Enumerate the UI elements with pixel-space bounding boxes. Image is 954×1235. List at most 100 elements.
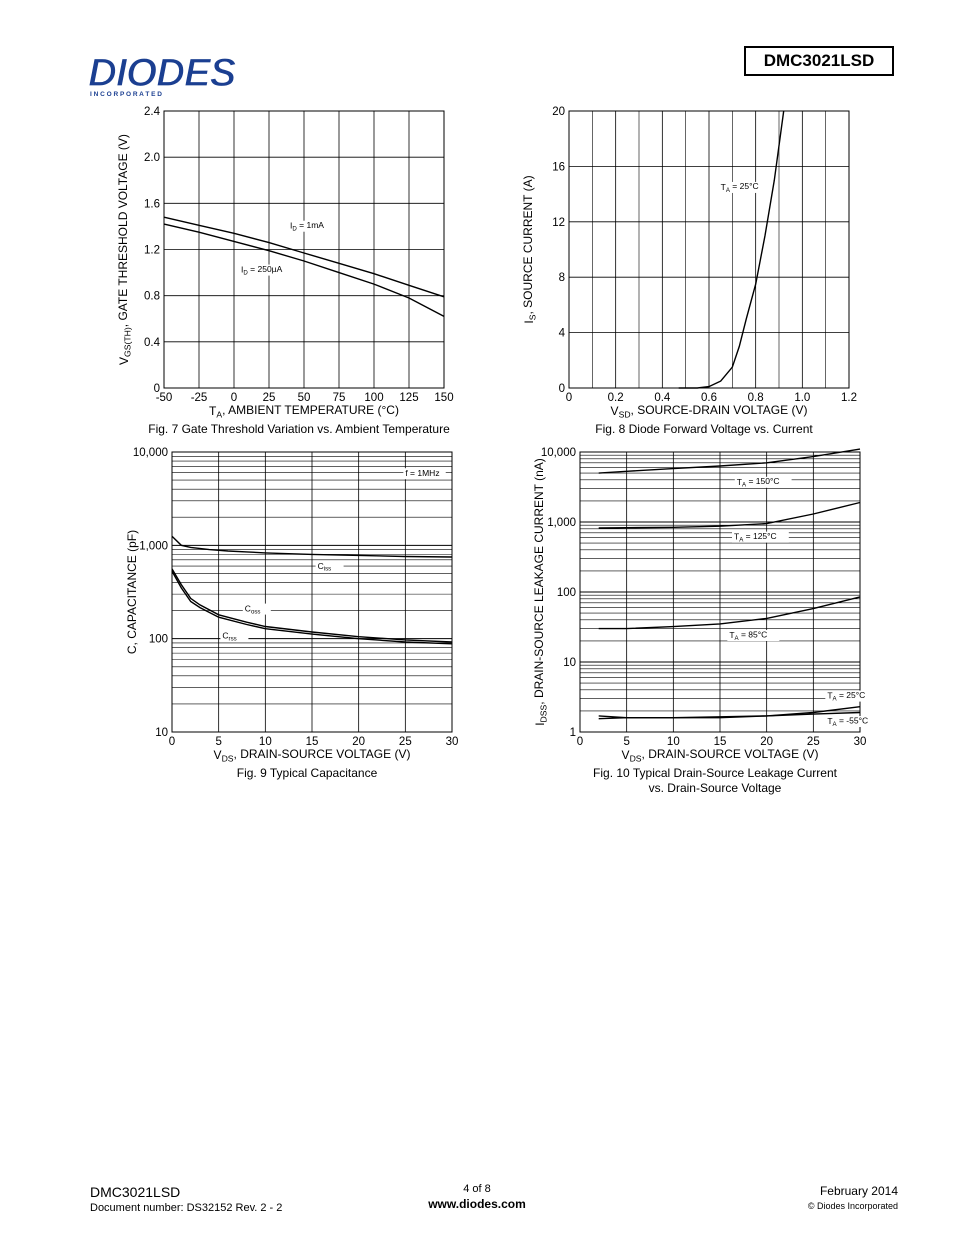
series-line — [678, 110, 785, 389]
series-line — [598, 501, 861, 529]
y-tick-label: 10 — [563, 657, 576, 669]
x-axis-label: TA, AMBIENT TEMPERATURE (°C) — [209, 403, 399, 420]
annotation-label: TA = -55°C — [827, 715, 868, 728]
part-number: DMC3021LSD — [763, 51, 875, 70]
y-tick-label: 12 — [552, 217, 565, 229]
annotation-background — [242, 603, 271, 615]
annotation-background — [825, 716, 883, 728]
x-tick-label: 1.2 — [841, 392, 857, 404]
x-tick-label: 0.2 — [608, 392, 624, 404]
y-tick-label: 0.8 — [144, 291, 160, 303]
x-tick-label: 1.0 — [794, 392, 810, 404]
annotation-label: TA = 150°C — [737, 476, 780, 489]
x-tick-label: 30 — [446, 736, 459, 748]
y-tick-label: 1 — [570, 727, 576, 739]
logo-wordmark: DIODES — [88, 52, 237, 95]
x-tick-label: 25 — [263, 392, 276, 404]
series-line — [163, 216, 445, 298]
y-tick-label: 16 — [552, 161, 565, 173]
x-tick-label: 25 — [807, 736, 820, 748]
footer-right: February 2014 © Diodes Incorporated — [808, 1184, 898, 1211]
y-tick-label: 20 — [552, 106, 565, 118]
series-line — [598, 706, 861, 719]
diodes-logo: DIODES I N C O R P O R A T E D — [88, 52, 238, 98]
x-tick-label: 15 — [714, 736, 727, 748]
annotation-label: f = 1MHz — [405, 468, 439, 478]
x-tick-label: 5 — [215, 736, 221, 748]
x-tick-label: -50 — [156, 392, 173, 404]
y-tick-label: 1.6 — [144, 198, 160, 210]
x-axis-label: VSD, SOURCE-DRAIN VOLTAGE (V) — [611, 403, 808, 420]
x-tick-label: 125 — [399, 392, 418, 404]
figure-caption: Fig. 10 Typical Drain-Source Leakage Cur… — [593, 766, 838, 780]
annotation-background — [727, 630, 780, 642]
annotation-background — [718, 181, 771, 193]
x-tick-label: 0.8 — [748, 392, 764, 404]
x-tick-label: 100 — [364, 392, 383, 404]
series-line — [598, 448, 861, 474]
series-line — [598, 711, 861, 720]
x-tick-label: 20 — [760, 736, 773, 748]
footer-part-number: DMC3021LSD — [90, 1184, 181, 1200]
x-tick-label: 15 — [306, 736, 319, 748]
y-tick-label: 10,000 — [133, 447, 168, 459]
x-tick-label: 0 — [566, 392, 572, 404]
x-tick-label: 10 — [259, 736, 272, 748]
series-line — [171, 568, 453, 643]
x-tick-label: -25 — [191, 392, 208, 404]
x-tick-label: 5 — [623, 736, 629, 748]
footer-url[interactable]: www.diodes.com — [428, 1197, 526, 1211]
chart-fig9: 0 5 10 15 20 25 30 10 100 1,000 10,000 VDS, DRAIN-S… — [125, 447, 458, 780]
y-tick-label: 2.0 — [144, 152, 160, 164]
figure-caption: Fig. 7 Gate Threshold Variation vs. Ambi… — [148, 422, 450, 436]
chart-fig10: 0 5 10 15 20 25 30 1 10 100 1,000 10,000 VDS, DRAIN-… — [532, 447, 883, 795]
annotation-background — [239, 264, 296, 276]
annotation-label: Coss — [245, 604, 261, 616]
x-axis-label: VDS, DRAIN-SOURCE VOLTAGE (V) — [622, 747, 819, 764]
y-tick-label: 100 — [149, 634, 168, 646]
x-tick-label: 25 — [399, 736, 412, 748]
y-tick-label: 0.4 — [144, 337, 161, 349]
annotation-background — [403, 468, 446, 480]
part-number-box: DMC3021LSD — [744, 46, 894, 76]
y-tick-label: 1,000 — [139, 540, 168, 552]
y-tick-label: 1.2 — [144, 245, 160, 257]
x-tick-label: 30 — [854, 736, 867, 748]
footer-page-number: 4 of 8 — [463, 1183, 491, 1195]
annotation-label: Ciss — [318, 561, 332, 573]
annotation-label: ID = 1mA — [290, 220, 324, 233]
y-tick-label: 10 — [155, 727, 168, 739]
annotation-label: ID = 250µA — [241, 264, 283, 277]
x-tick-label: 150 — [434, 392, 453, 404]
annotation-label: TA = 85°C — [729, 629, 767, 642]
footer-date: February 2014 — [819, 1184, 898, 1198]
y-tick-label: 1,000 — [547, 517, 576, 529]
y-axis-label: IDSS, DRAIN-SOURCE LEAKAGE CURRENT (nA) — [532, 458, 549, 726]
plot-area — [163, 110, 445, 389]
footer-left: DMC3021LSD Document number: DS32152 Rev.… — [90, 1184, 282, 1214]
annotation-background — [732, 531, 789, 543]
y-tick-label: 8 — [559, 272, 565, 284]
x-tick-label: 75 — [333, 392, 346, 404]
plot-area — [171, 451, 453, 733]
y-tick-label: 2.4 — [144, 106, 161, 118]
chart-fig7: -50 -25 0 25 50 75 100 125 150 0 0.4 0.8 1.2 1.6 2.0 2.… — [116, 106, 454, 436]
y-axis-label: VGS(TH), GATE THRESHOLD VOLTAGE (V) — [116, 134, 133, 365]
y-tick-label: 0 — [559, 383, 565, 395]
y-axis-label: IS, SOURCE CURRENT (A) — [521, 175, 538, 323]
x-tick-label: 10 — [667, 736, 680, 748]
x-tick-label: 50 — [298, 392, 311, 404]
chart-fig8: 0 0.2 0.4 0.6 0.8 1.0 1.2 0 4 8 12 16 20 VSD, SOURCE-… — [521, 106, 857, 436]
plot-area — [579, 451, 861, 733]
annotation-background — [288, 220, 336, 232]
x-tick-label: 0 — [169, 736, 175, 748]
y-axis-label: C, CAPACITANCE (pF) — [125, 530, 139, 654]
footer-doc-number: Document number: DS32152 Rev. 2 - 2 — [90, 1202, 283, 1214]
series-line — [171, 535, 453, 558]
annotation-background — [220, 630, 249, 642]
x-axis-label: VDS, DRAIN-SOURCE VOLTAGE (V) — [214, 747, 411, 764]
series-line — [598, 596, 861, 630]
x-tick-label: 0.4 — [654, 392, 671, 404]
footer-copyright: © Diodes Incorporated — [807, 1201, 898, 1211]
